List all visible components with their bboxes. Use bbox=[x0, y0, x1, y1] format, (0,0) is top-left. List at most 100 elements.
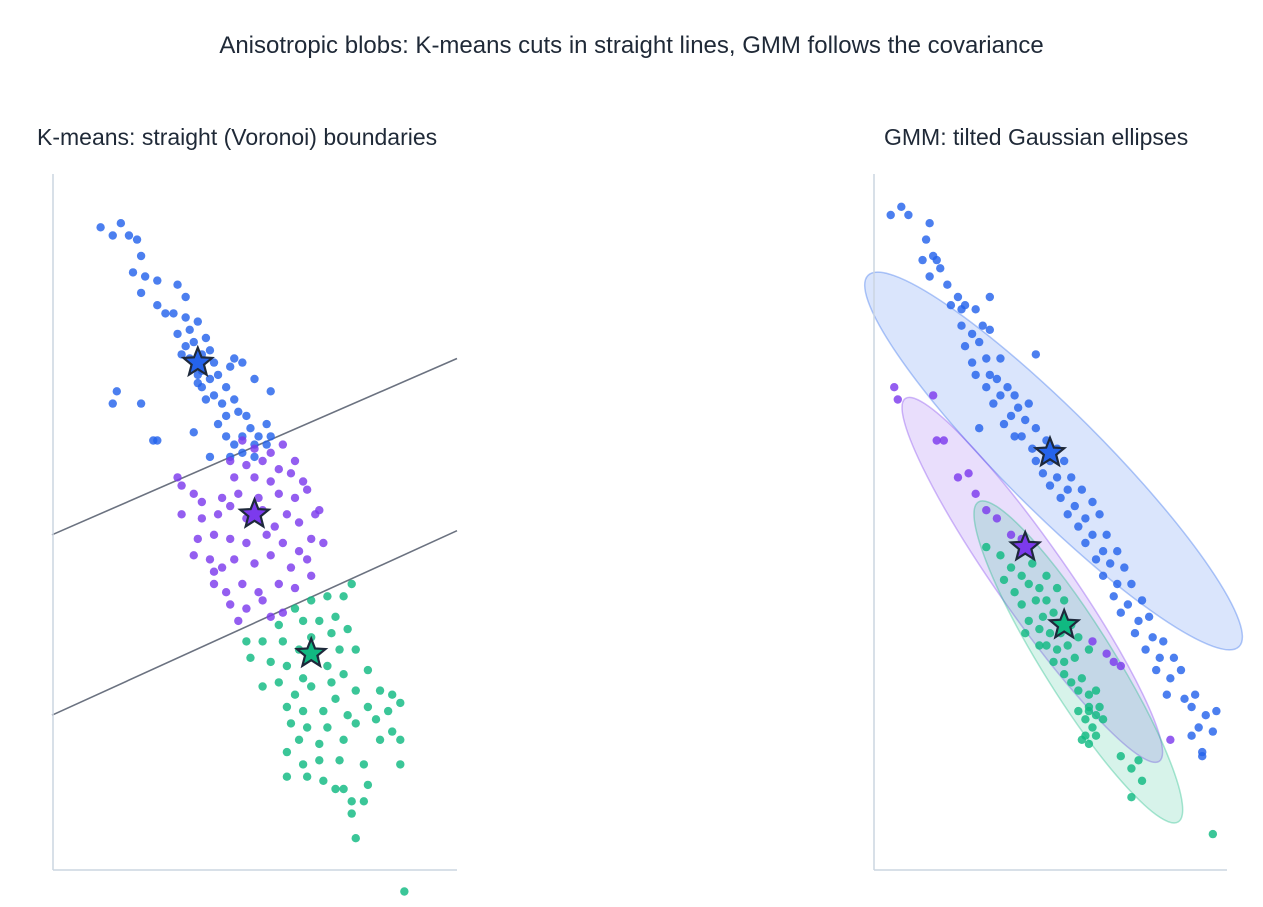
gmm-cluster3-point bbox=[1035, 641, 1044, 650]
kmeans-cluster2-point bbox=[217, 563, 227, 572]
kmeans-cluster3-point bbox=[319, 776, 328, 785]
kmeans-cluster1-point bbox=[189, 337, 198, 347]
kmeans-cluster3-point bbox=[347, 809, 356, 818]
gmm-cluster1-point bbox=[971, 370, 980, 380]
kmeans-cluster2-point bbox=[274, 489, 283, 498]
gmm-cluster1-point bbox=[1212, 706, 1221, 716]
kmeans-cluster1-point bbox=[250, 374, 259, 384]
gmm-cluster3-point bbox=[1070, 653, 1079, 662]
gmm-cluster3-point bbox=[1127, 793, 1136, 802]
kmeans-cluster3-point bbox=[363, 780, 373, 790]
gmm-cluster1-point bbox=[904, 210, 913, 220]
kmeans-cluster3-point bbox=[351, 686, 360, 695]
kmeans-cluster3-point bbox=[343, 624, 352, 634]
gmm-cluster1-point bbox=[1159, 637, 1168, 646]
gmm-cluster1-point bbox=[1063, 485, 1072, 494]
kmeans-cluster3-point bbox=[290, 690, 300, 699]
kmeans-cluster2-point bbox=[278, 538, 288, 548]
gmm-cluster1-point bbox=[975, 424, 984, 433]
gmm-cluster3-point bbox=[1074, 686, 1083, 695]
gmm-cluster1-point bbox=[1155, 653, 1164, 662]
kmeans-cluster3-point bbox=[335, 645, 344, 654]
kmeans-cluster1-point bbox=[153, 436, 162, 445]
gmm-cluster1-point bbox=[1006, 411, 1016, 421]
kmeans-cluster1-point bbox=[221, 411, 231, 421]
kmeans-centroid-star-3 bbox=[294, 635, 329, 669]
gmm-cluster1-point bbox=[1187, 731, 1196, 740]
kmeans-cluster1-point bbox=[226, 362, 235, 371]
kmeans-cluster1-point bbox=[181, 342, 190, 351]
gmm-cluster3-point bbox=[996, 551, 1005, 560]
kmeans-cluster3-point bbox=[339, 670, 348, 679]
gmm-cluster1-point bbox=[1113, 547, 1122, 556]
gmm-cluster3-point bbox=[1127, 764, 1136, 773]
kmeans-cluster2-point bbox=[302, 485, 312, 494]
gmm-cluster3-point bbox=[1038, 612, 1048, 621]
kmeans-cluster3-point bbox=[302, 723, 312, 732]
kmeans-cluster3-point bbox=[388, 690, 397, 699]
gmm-cluster1-point bbox=[1010, 391, 1019, 400]
kmeans-cluster2-point bbox=[270, 522, 279, 531]
kmeans-cluster2-point bbox=[213, 510, 223, 519]
gmm-cluster1-point bbox=[967, 329, 977, 339]
gmm-cluster3-point bbox=[1084, 690, 1094, 699]
gmm-centroid-star-1 bbox=[1032, 434, 1068, 468]
gmm-cluster2-point bbox=[893, 395, 902, 404]
kmeans-cluster2-point bbox=[238, 436, 247, 445]
kmeans-cluster3-point bbox=[339, 592, 348, 601]
kmeans-cluster2-point bbox=[262, 530, 271, 539]
gmm-cluster1-point bbox=[925, 272, 934, 281]
kmeans-cluster3-point bbox=[286, 719, 296, 728]
kmeans-cluster3-point bbox=[258, 637, 267, 646]
gmm-cluster1-point bbox=[1052, 473, 1062, 482]
gmm-cluster1-point bbox=[967, 358, 977, 367]
gmm-cluster3-point bbox=[1024, 579, 1033, 589]
kmeans-cluster1-point bbox=[177, 350, 186, 359]
kmeans-cluster1-point bbox=[153, 301, 162, 310]
kmeans-cluster3-point bbox=[282, 702, 292, 712]
gmm-cluster3-point bbox=[1077, 735, 1087, 744]
kmeans-cluster3-point bbox=[323, 592, 332, 601]
gmm-centroid-star-3 bbox=[1047, 606, 1082, 640]
gmm-cluster1-point bbox=[1198, 752, 1207, 761]
gmm-cluster1-point bbox=[1116, 608, 1125, 617]
kmeans-cluster2-point bbox=[254, 588, 263, 597]
gmm-cluster1-point bbox=[1028, 444, 1037, 453]
kmeans-cluster1-point bbox=[197, 383, 207, 392]
kmeans-cluster3-point bbox=[396, 698, 405, 708]
gmm-cluster3-point bbox=[1134, 756, 1143, 765]
gmm-cluster1-point bbox=[982, 383, 991, 392]
kmeans-cluster1-point bbox=[262, 419, 271, 429]
gmm-cluster3-point bbox=[1052, 645, 1062, 654]
kmeans-cluster1-point bbox=[181, 313, 190, 322]
gmm-cluster3-point bbox=[1031, 596, 1041, 605]
kmeans-cluster1-point bbox=[205, 452, 215, 462]
gmm-cluster3-point bbox=[1091, 711, 1101, 720]
kmeans-cluster3-point bbox=[347, 797, 356, 806]
kmeans-cluster3-point bbox=[307, 682, 316, 691]
gmm-cluster3-point bbox=[1208, 829, 1218, 839]
kmeans-cluster1-point bbox=[230, 395, 239, 404]
gmm-cluster1-point bbox=[1081, 514, 1090, 523]
kmeans-cluster3-point bbox=[282, 747, 292, 757]
gmm-cluster1-point bbox=[1120, 563, 1129, 572]
kmeans-cluster2-point bbox=[197, 514, 207, 523]
kmeans-cluster3-point bbox=[294, 735, 304, 744]
gmm-cluster2-point bbox=[992, 514, 1002, 523]
kmeans-cluster3-point bbox=[323, 661, 332, 671]
kmeans-cluster3-point bbox=[388, 727, 397, 736]
kmeans-boundary-line-2 bbox=[51, 529, 458, 716]
gmm-cluster3-point bbox=[1042, 641, 1051, 650]
kmeans-cluster1-point bbox=[254, 432, 263, 441]
kmeans-cluster1-point bbox=[234, 407, 243, 416]
kmeans-cluster2-point bbox=[197, 497, 207, 507]
gmm-cluster2-point bbox=[1109, 657, 1118, 667]
kmeans-cluster3-point bbox=[298, 706, 308, 716]
kmeans-cluster2-point bbox=[209, 530, 219, 539]
kmeans-cluster1-point bbox=[124, 231, 134, 240]
kmeans-cluster1-point bbox=[209, 358, 219, 367]
kmeans-cluster1-point bbox=[96, 223, 105, 232]
kmeans-cluster2-point bbox=[173, 473, 182, 482]
gmm-cluster1-point bbox=[918, 255, 927, 265]
kmeans-cluster3-point bbox=[375, 735, 385, 744]
